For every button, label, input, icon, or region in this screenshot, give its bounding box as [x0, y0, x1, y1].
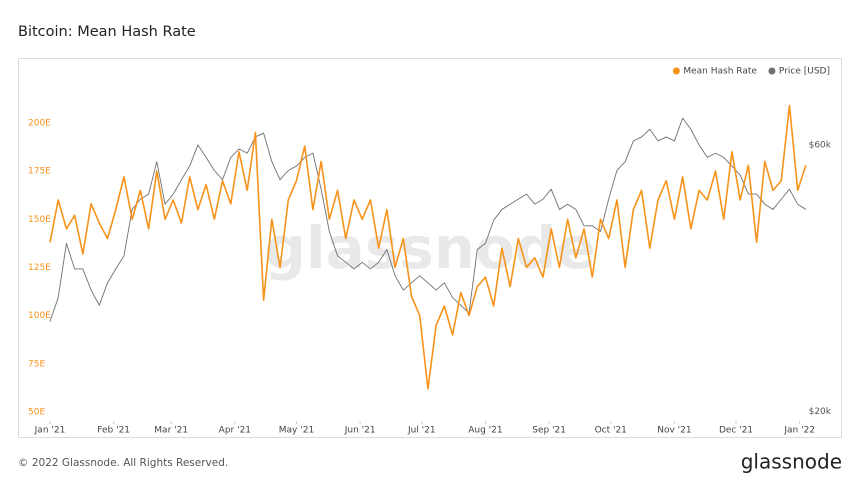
legend-marker	[672, 67, 680, 75]
y-tick-label: 125E	[28, 263, 51, 273]
x-tick-label: Oct '21	[595, 426, 627, 436]
x-tick-label: Jan '21	[34, 426, 66, 436]
legend-label: Mean Hash Rate	[683, 67, 757, 77]
x-tick-label: Jul '21	[407, 426, 436, 436]
chart-frame	[18, 58, 842, 438]
x-tick-label: Mar '21	[154, 426, 188, 436]
y-tick-label: 150E	[28, 215, 51, 225]
y-tick-label: 75E	[28, 359, 45, 369]
x-tick-label: Aug '21	[468, 426, 502, 436]
x-tick-label: Sep '21	[532, 426, 566, 436]
series-line	[49, 117, 807, 322]
x-tick-label: May '21	[279, 426, 314, 436]
x-tick-label: Jun '21	[344, 426, 376, 436]
x-tick-label: Apr '21	[219, 426, 251, 436]
y2-tick-label: $20k	[809, 407, 832, 417]
x-tick-label: Jan '22	[783, 426, 815, 436]
y-tick-label: 200E	[28, 118, 51, 128]
brand-logo: glassnode	[741, 450, 842, 474]
series-line	[49, 104, 807, 390]
y-tick-label: 100E	[28, 311, 51, 321]
legend-label: Price [USD]	[779, 67, 830, 77]
x-tick-label: Dec '21	[719, 426, 753, 436]
footer: © 2022 Glassnode. All Rights Reserved.	[18, 457, 228, 469]
y2-tick-label: $60k	[809, 140, 832, 150]
chart-title: Bitcoin: Mean Hash Rate	[18, 24, 196, 40]
y-tick-label: 175E	[28, 167, 51, 177]
legend-marker	[768, 67, 776, 75]
x-tick-label: Nov '21	[657, 426, 691, 436]
y-tick-label: 50E	[28, 407, 45, 417]
watermark: glassnode	[264, 214, 596, 282]
x-tick-label: Feb '21	[97, 426, 130, 436]
